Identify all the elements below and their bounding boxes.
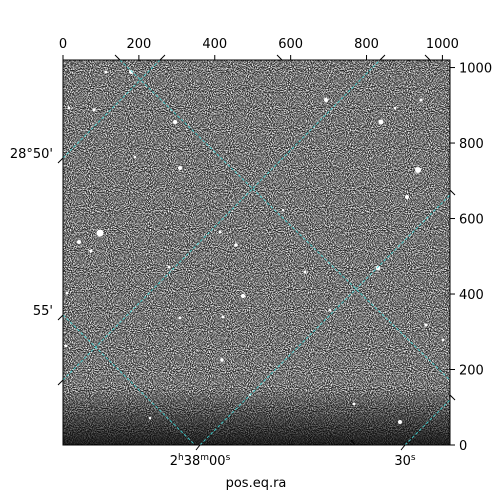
sky-tick-1 [57,314,64,321]
grid-line-4 [119,60,450,381]
star-19 [67,106,71,110]
top-axis: 0 200 400 600 800 1000 [59,37,459,60]
star-6 [324,98,328,102]
right-tick-label-1: 200 [459,364,484,379]
top-tick-label-4: 800 [354,37,379,52]
dec-tick-label-1: 55' [33,304,53,319]
sky-image [63,60,450,445]
sky-tick-10 [114,54,121,61]
top-tick-label-0: 0 [59,37,67,52]
x-axis-label: pos.eq.ra [226,476,287,491]
top-tick-label-2: 400 [202,37,227,52]
star-28 [328,308,332,312]
star-27 [167,265,171,269]
star-13 [398,420,402,424]
star-32 [393,106,397,110]
star-33 [65,291,69,295]
grid-line-0 [63,60,161,159]
star-7 [405,195,409,199]
right-tick-label-4: 800 [459,137,484,152]
star-26 [218,230,222,234]
grid-line-1 [63,60,381,381]
stars [64,70,445,424]
star-34 [133,155,137,159]
sky-coordinate-ticks [57,54,456,451]
right-tick-label-3: 600 [459,213,484,228]
star-9 [178,166,182,170]
coordinate-grid [63,60,450,445]
sky-tick-11 [276,54,283,61]
sky-tick-3 [195,444,201,451]
star-0 [96,229,104,237]
right-tick-label-0: 0 [459,439,467,454]
star-11 [234,243,238,247]
sky-tick-8 [449,189,456,196]
star-14 [89,249,93,253]
star-30 [148,416,152,420]
star-24 [441,338,445,342]
star-12 [220,358,224,362]
sky-tick-4 [400,444,406,451]
sky-tick-12 [424,54,431,61]
star-20 [178,316,182,320]
star-3 [240,293,246,299]
dec-tick-label-0: 28°50' [10,147,53,162]
star-4 [375,265,381,271]
star-25 [424,323,428,327]
star-1 [415,167,421,173]
sky-tick-9 [449,394,456,401]
star-15 [303,270,307,274]
top-tick-label-5: 1000 [426,37,459,52]
star-21 [64,344,68,348]
top-tick-label-1: 200 [126,37,151,52]
star-10 [77,240,81,244]
ra-tick-label-0: 2h38m00s [170,453,231,469]
grid-line-2 [199,194,450,445]
star-18 [92,108,96,112]
grid-line-3 [404,399,450,445]
star-16 [221,315,225,319]
plot-frame [62,59,451,446]
sky-tick-2 [57,379,64,386]
top-tick-label-3: 600 [278,37,303,52]
ra-tick-label-1: 30s [394,453,416,469]
sky-tick-6 [159,54,166,61]
sky-tick-0 [57,157,64,164]
right-axis: 0 200 400 600 800 1000 [450,62,492,454]
grid-line-5 [63,314,196,445]
star-17 [104,70,108,74]
star-23 [419,98,423,102]
sky-tick-7 [379,54,386,61]
right-tick-label-2: 400 [459,288,484,303]
sky-tick-5 [350,439,356,446]
star-5 [173,120,177,124]
right-tick-label-5: 1000 [459,62,492,77]
star-29 [281,208,285,212]
star-2 [378,119,384,125]
star-22 [352,402,356,406]
